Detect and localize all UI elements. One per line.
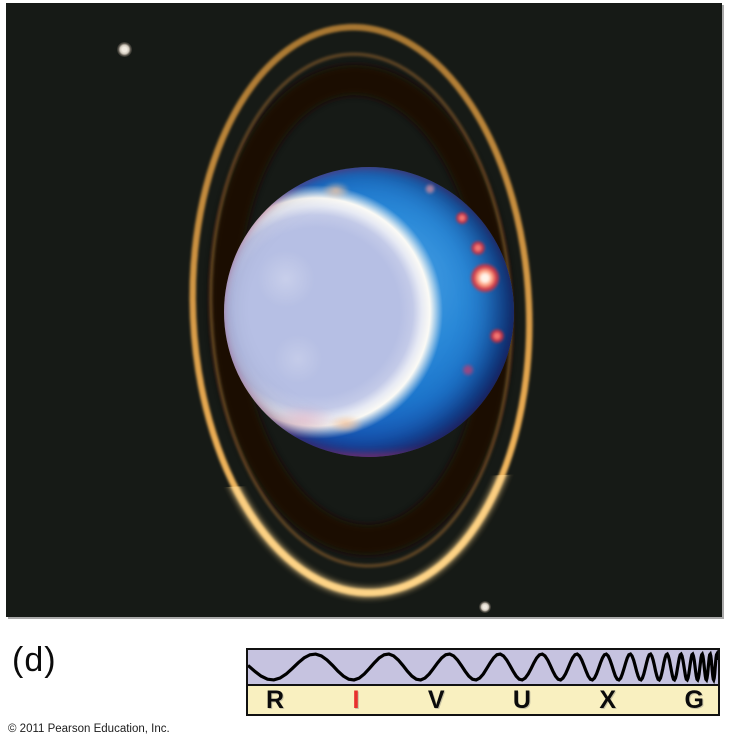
bottom-rim-glow bbox=[254, 403, 484, 457]
cloud-patch-top bbox=[322, 182, 350, 199]
moon-upper-left bbox=[116, 41, 132, 57]
spectrum-letter-R: R bbox=[266, 686, 285, 714]
cloud-spot-red bbox=[488, 327, 506, 345]
cloud-spot-dim bbox=[461, 363, 475, 377]
cloud-spot-bright bbox=[469, 262, 501, 294]
ring-bottom-glow bbox=[188, 465, 534, 597]
uranus-photo bbox=[6, 3, 722, 617]
chirp-wave bbox=[248, 650, 718, 684]
figure-label: (d) bbox=[12, 641, 57, 679]
copyright-text: © 2011 Pearson Education, Inc. bbox=[8, 723, 170, 735]
planet-uranus bbox=[224, 167, 514, 457]
cloud-spot-red bbox=[469, 239, 487, 257]
cloud-spot-red bbox=[455, 211, 469, 225]
spectrum-letter-U: U bbox=[512, 686, 531, 714]
spectrum-letter-I: I bbox=[352, 686, 360, 714]
wavelength-wave-band bbox=[248, 650, 718, 684]
moon-lower-right bbox=[479, 601, 491, 613]
spectrum-letter-G: G bbox=[684, 686, 704, 714]
spectrum-letter-X: X bbox=[599, 686, 617, 714]
spectrum-letter-V: V bbox=[427, 686, 445, 714]
cloud-spot-faint-pink bbox=[424, 183, 436, 195]
